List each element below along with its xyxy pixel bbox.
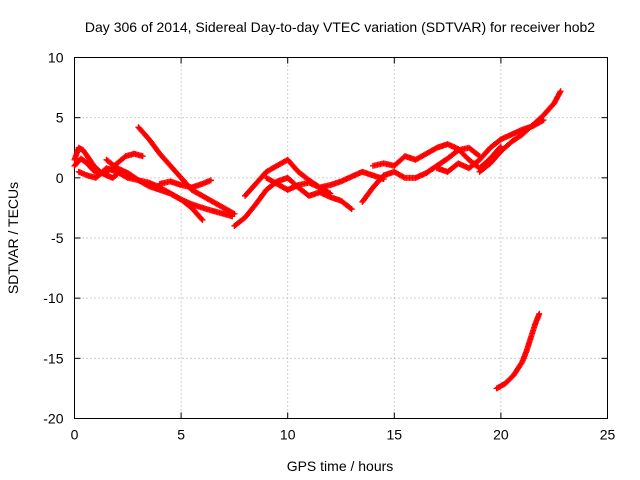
plot-frame [74,57,608,419]
y-tick-label: -5 [51,230,64,246]
x-axis-title: GPS time / hours [287,458,394,474]
series-track-12 [433,117,547,175]
data-point [557,88,564,95]
y-tick-label: 5 [56,110,64,126]
data-point [536,310,543,317]
x-tick-label: 25 [600,427,616,443]
x-tick-label: 0 [71,427,79,443]
y-tick-label: -10 [43,290,63,306]
data-point [348,206,355,213]
data-point [347,205,354,212]
data-point [207,177,214,184]
data-point [475,152,482,159]
axis-ticks: 0 5 10 15 20 25 -20 -15 -10 -5 0 5 10 [43,50,615,443]
series-track-11 [369,141,504,172]
y-tick-label: -20 [43,411,63,427]
x-tick-label: 5 [177,427,185,443]
series-track-4 [103,156,236,220]
data-point [198,215,205,222]
data-points [71,88,564,392]
x-tick-label: 15 [387,427,403,443]
data-point [231,210,238,217]
chart-title: Day 306 of 2014, Sidereal Day-to-day VTE… [85,19,595,35]
x-tick-label: 10 [280,427,296,443]
data-point [327,190,334,197]
grid [74,57,608,419]
x-tick-label: 20 [493,427,509,443]
data-point [199,216,206,223]
y-tick-label: 10 [48,50,64,66]
series-track-13 [476,88,564,175]
y-axis-title: SDTVAR / TECUs [5,182,21,294]
data-point [139,153,146,160]
y-tick-label: -15 [43,350,63,366]
series-track-6 [156,177,214,191]
y-tick-label: 0 [56,170,64,186]
series-track-14 [493,310,543,392]
